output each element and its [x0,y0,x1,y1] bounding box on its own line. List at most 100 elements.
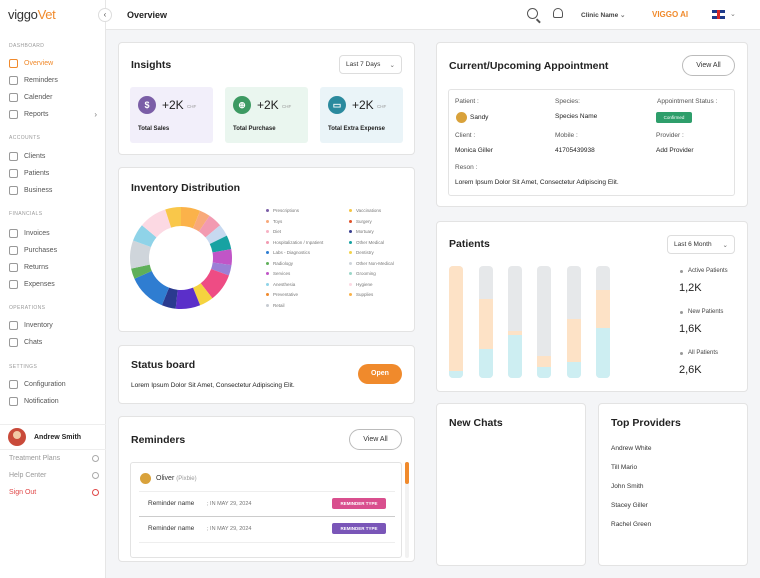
sidebar-item-calender[interactable]: Calender [9,90,101,104]
reminders-scrollbar[interactable] [405,462,409,558]
patients-bar[interactable] [479,266,493,378]
reminders-scroll-thumb[interactable] [405,462,409,484]
patients-bar-segment [449,371,463,378]
insights-range-select[interactable]: Last 7 Days ⌄ [339,55,402,74]
new-chats-card [436,403,586,566]
footer-help-center[interactable]: Help Center [9,472,99,479]
uk-flag-icon[interactable] [712,10,725,19]
top-providers-title: Top Providers [611,417,681,429]
legend-dot [266,219,269,223]
open-button[interactable]: Open [358,364,402,384]
report-icon [9,109,18,119]
notification-icon [9,396,18,406]
donut-slice[interactable] [192,283,213,306]
reminders-title: Reminders [131,434,186,446]
donut-slice[interactable] [205,225,227,244]
legend-label: Grooming [356,271,376,276]
chevron-down-icon: ⌄ [620,12,626,19]
sidebar-item-reports[interactable]: Reports › [9,107,101,121]
stat-card: ⊕ +2K CHF Total Purchase [225,87,308,143]
donut-slice[interactable] [192,210,210,232]
sidebar-item-clients[interactable]: Clients [9,149,101,163]
sidebar-item-configuration[interactable]: Configuration [9,377,101,391]
patients-bar-segment [479,348,493,378]
stat-value: +2K [352,98,374,112]
patients-bar-segment [537,366,551,378]
legend-label: Other Non-Medical [356,260,394,266]
species-label: Species: [555,98,580,105]
patients-bar[interactable] [567,266,581,378]
sidebar-item-overview[interactable]: Overview [9,56,101,70]
legend-item: Vaccinations [349,208,381,213]
sidebar-item-inventory[interactable]: Inventory [9,318,101,332]
legend-label: Surgery [356,218,372,224]
sidebar-item-chats[interactable]: Chats [9,335,101,349]
patients-bar[interactable] [596,266,610,378]
patients-range-select[interactable]: Last 6 Month ⌄ [667,235,735,254]
footer-sign-out[interactable]: Sign Out [9,489,99,496]
chevron-down-icon[interactable]: ⌄ [730,11,736,18]
donut-slice[interactable] [209,235,232,253]
legend-item: Toys [266,219,282,224]
appointment-view-all-button[interactable]: View All [682,55,735,76]
add-provider-link[interactable]: Add Provider [656,147,694,154]
donut-slice[interactable] [131,264,152,279]
avatar [8,428,26,446]
footer-treatment-plans[interactable]: Treatment Plans [9,455,99,462]
divider [139,491,395,492]
donut-slice[interactable] [198,215,221,238]
donut-slice[interactable] [212,249,232,266]
sidebar-item-label: Configuration [24,380,66,388]
legend-item: Mortuary [349,229,374,234]
patients-bar-segment [449,266,463,372]
patients-bar[interactable] [449,266,463,378]
sidebar-item-expenses[interactable]: Expenses [9,277,101,291]
inventory-donut-chart [130,207,232,309]
sidebar-item-patients[interactable]: Patients [9,166,101,180]
sidebar-item-label: Notification [24,397,59,405]
sidebar-item-reminders[interactable]: Reminders [9,73,101,87]
provider-item[interactable]: John Smith [611,483,644,490]
sidebar-item-business[interactable]: Business [9,183,101,197]
stat-label: Total Extra Expense [328,126,385,132]
donut-slice[interactable] [165,207,181,228]
donut-slice[interactable] [130,240,151,269]
patients-bar[interactable] [537,266,551,378]
donut-slice[interactable] [200,268,229,299]
sidebar-item-purchases[interactable]: Purchases [9,243,101,257]
donut-slice[interactable] [134,271,170,306]
sidebar-collapse-button[interactable]: ‹ [98,8,112,22]
legend-item: Retail [266,303,285,308]
provider-item[interactable]: Rachel Green [611,521,652,528]
clinic-select[interactable]: Clinic Name ⌄ [581,12,626,19]
donut-slice[interactable] [133,225,157,248]
viggo-ai-button[interactable]: VIGGO AI [652,10,689,19]
active-patients-label: Active Patients [680,268,728,274]
patients-bar[interactable] [508,266,522,378]
search-icon[interactable] [527,8,538,19]
purchase-icon [9,245,18,255]
sidebar-item-notification[interactable]: Notification [9,394,101,408]
legend-dot [349,251,352,254]
donut-slice[interactable] [175,287,201,309]
bell-icon[interactable] [553,8,563,18]
legend-label: Vaccinations [356,208,382,213]
app-logo[interactable]: viggoVet [8,7,56,22]
appointment-details [448,89,735,196]
legend-dot [266,230,269,233]
legend-label: Other Medical [356,239,385,245]
donut-slice[interactable] [181,207,201,229]
donut-slice[interactable] [211,262,232,276]
reminders-view-all-button[interactable]: View All [349,429,402,450]
client-label: Client : [455,132,476,139]
provider-item[interactable]: Till Mario [611,464,638,471]
sidebar-item-returns[interactable]: Returns [9,260,101,274]
stat-label: Total Sales [138,126,170,132]
cart-icon: ⊕ [233,96,251,114]
provider-item[interactable]: Stacey Giller [611,502,648,509]
provider-item[interactable]: Andrew White [611,445,652,452]
sidebar-item-invoices[interactable]: Invoices [9,226,101,240]
user-profile[interactable]: Andrew Smith [0,424,106,450]
donut-slice[interactable] [141,209,172,238]
donut-slice[interactable] [161,287,178,309]
